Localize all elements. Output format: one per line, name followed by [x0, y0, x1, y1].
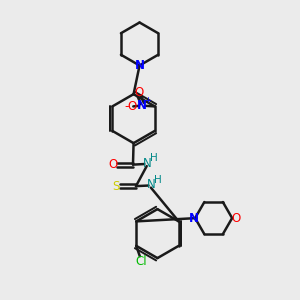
Text: -: -	[124, 100, 129, 113]
Text: H: H	[154, 175, 162, 185]
Text: N: N	[134, 59, 145, 72]
Text: N: N	[189, 212, 199, 225]
Text: +: +	[144, 96, 151, 105]
Text: N: N	[143, 157, 152, 169]
Text: O: O	[108, 158, 118, 171]
Text: O: O	[232, 212, 241, 225]
Text: O: O	[128, 100, 137, 113]
Text: O: O	[135, 85, 144, 99]
Text: Cl: Cl	[136, 255, 147, 268]
Text: S: S	[112, 180, 120, 193]
Text: H: H	[150, 153, 158, 164]
Text: N: N	[147, 178, 156, 191]
Text: N: N	[137, 99, 147, 112]
